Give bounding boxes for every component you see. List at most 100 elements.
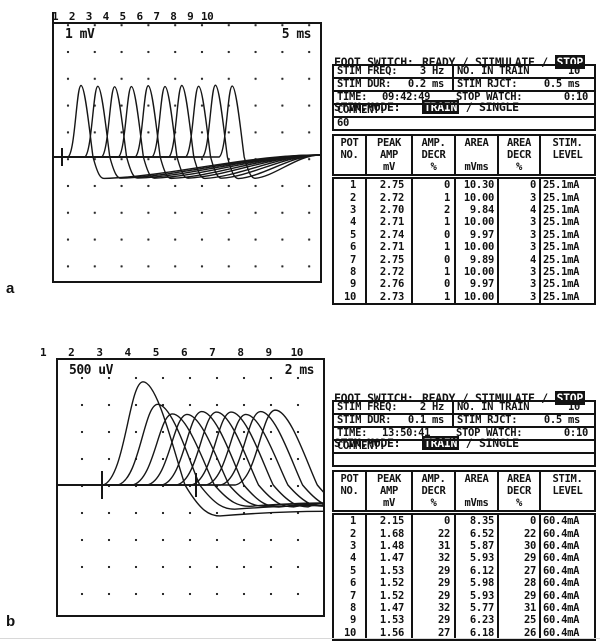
table-cell: 1.52	[365, 576, 411, 590]
tick-label: 2	[68, 346, 75, 359]
header-line	[346, 161, 352, 173]
header-line: AREA	[464, 473, 489, 485]
settings-row: STIM FREQ: 2 Hz NO. IN TRAIN 10	[334, 402, 594, 413]
tick-label: 9	[187, 10, 194, 23]
results-header: POT NO. PEAK AMP mV AMP. DECR% AREA mVms AREA DE…	[332, 134, 596, 176]
stop-watch-label: STOP WATCH:	[456, 91, 523, 103]
table-cell: 31	[411, 539, 454, 553]
stim-rjct-cell: STIM RJCT: 0.5 ms	[452, 415, 594, 426]
stim-dur-label: STIM DUR:	[337, 415, 392, 426]
header-line: AMP	[379, 485, 399, 497]
table-cell: 2.76	[365, 278, 411, 291]
header-line: NO.	[340, 485, 359, 497]
table-cell: 7	[349, 589, 356, 602]
tick-label: 4	[102, 10, 110, 23]
tick-label: 8	[237, 346, 244, 359]
header-cell: POT NO.	[334, 136, 365, 174]
header-cell: AREA mVms	[454, 472, 497, 510]
table-cell: 1.48	[365, 539, 411, 553]
table-cell: 6	[349, 241, 356, 254]
table-row: 7 1.52 29 5.93 29 60.4mA	[334, 589, 594, 602]
table-cell: 5	[349, 564, 356, 577]
header-line: NO.	[340, 149, 359, 161]
comment-label: COMMENT:	[337, 104, 386, 116]
table-cell: 26	[497, 626, 539, 639]
table-row: 3 2.70 2 9.84 4 25.1mA	[334, 203, 594, 217]
header-line: DECR	[506, 149, 532, 161]
table-cell: 25.1mA	[539, 278, 594, 291]
table-cell: 60.4mA	[539, 601, 594, 615]
header-line: %	[430, 161, 437, 173]
table-cell: 0	[411, 179, 454, 192]
header-line: STIM.	[552, 473, 583, 485]
header-line: mV	[382, 497, 396, 509]
waveform-trace	[54, 86, 320, 179]
table-cell: 6.12	[454, 564, 497, 577]
table-row: 10 2.73 1 10.00 3 25.1mA	[334, 290, 594, 303]
header-line	[564, 497, 570, 509]
table-cell: 10	[343, 290, 356, 303]
table-cell: 4	[349, 552, 356, 565]
table-cell: 4	[349, 216, 356, 229]
table-cell: 60.4mA	[539, 576, 594, 590]
table-cell: 6.52	[454, 527, 497, 540]
table-cell: 2	[349, 191, 356, 204]
table-cell: 9	[349, 278, 356, 291]
oscilloscope-display: 500 uV 2 ms	[56, 358, 325, 617]
table-cell: 1	[349, 515, 356, 528]
no-in-train-label: NO. IN TRAIN	[457, 66, 530, 77]
tick-label: 9	[265, 346, 273, 359]
tick-label: 1	[39, 346, 47, 359]
header-cell: STIM. LEVEL	[539, 472, 594, 510]
header-line: AREA	[506, 473, 532, 485]
header-line: POT	[340, 137, 359, 149]
no-in-train-value: 10	[567, 66, 580, 77]
table-cell: 3	[497, 278, 539, 291]
table-cell: 3	[349, 539, 356, 552]
table-cell: 0	[497, 515, 539, 528]
comment-value: 60	[337, 117, 350, 129]
stim-rjct-value: 0.5 ms	[543, 415, 580, 426]
time-row: TIME: 09:42:49 STOP WATCH: 0:10	[334, 90, 594, 103]
table-cell: 1.53	[365, 614, 411, 627]
table-cell: 25	[497, 614, 539, 627]
waveform-trace	[54, 84, 320, 180]
header-line: AREA	[464, 137, 489, 149]
table-cell: 3	[497, 228, 539, 241]
table-cell: 60.4mA	[539, 614, 594, 627]
stim-freq-cell: STIM FREQ: 3 Hz	[334, 66, 452, 77]
table-cell: 5.77	[454, 601, 497, 615]
stim-dur-cell: STIM DUR: 0.2 ms	[334, 79, 452, 90]
tick-label: 3	[85, 10, 93, 23]
tick-label: 8	[170, 10, 177, 23]
table-cell: 5	[349, 228, 356, 241]
settings-table: STIM FREQ: 3 Hz NO. IN TRAIN 10 STIM DUR: 0…	[332, 64, 596, 131]
table-cell: 30	[497, 539, 539, 553]
table-cell: 1	[411, 240, 454, 254]
header-line: AMP.	[421, 473, 446, 485]
header-line	[473, 149, 479, 161]
table-cell: 3	[497, 216, 539, 229]
stim-rjct-label: STIM RJCT:	[457, 415, 518, 426]
stim-dur-cell: STIM DUR: 0.1 ms	[334, 415, 452, 426]
header-line: STIM.	[552, 137, 583, 149]
tick-label: 3	[96, 346, 103, 359]
table-cell: 1.47	[365, 552, 411, 565]
table-row: 5 1.53 29 6.12 27 60.4mA	[334, 564, 594, 577]
tick-label: 7	[153, 10, 160, 23]
table-cell: 1.56	[365, 626, 411, 639]
waveform-trace	[54, 84, 320, 180]
table-cell: 1	[411, 191, 454, 204]
table-row: 2 2.72 1 10.00 3 25.1mA	[334, 191, 594, 204]
stim-freq-label: STIM FREQ:	[337, 402, 398, 413]
table-cell: 60.4mA	[539, 626, 594, 639]
results-table: 1 2.75 0 10.30 0 25.1mA 2 2.72 1 10.00 3 25.1mA 3 2.7…	[332, 177, 596, 305]
table-row: 5 2.74 0 9.97 3 25.1mA	[334, 228, 594, 241]
table-cell: 0	[411, 253, 454, 266]
table-cell: 25.1mA	[539, 179, 594, 192]
scope-tick-row: 1 2 3 4 5 6 7 8 9 10	[40, 346, 325, 359]
header-line: mVms	[464, 161, 489, 173]
table-cell: 6	[349, 577, 356, 590]
table-cell: 29	[411, 589, 454, 602]
table-row: 1 2.15 0 8.35 0 60.4mA	[334, 515, 594, 528]
